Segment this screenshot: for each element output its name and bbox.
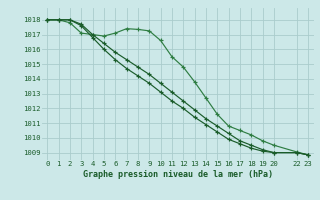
X-axis label: Graphe pression niveau de la mer (hPa): Graphe pression niveau de la mer (hPa) — [83, 170, 273, 179]
